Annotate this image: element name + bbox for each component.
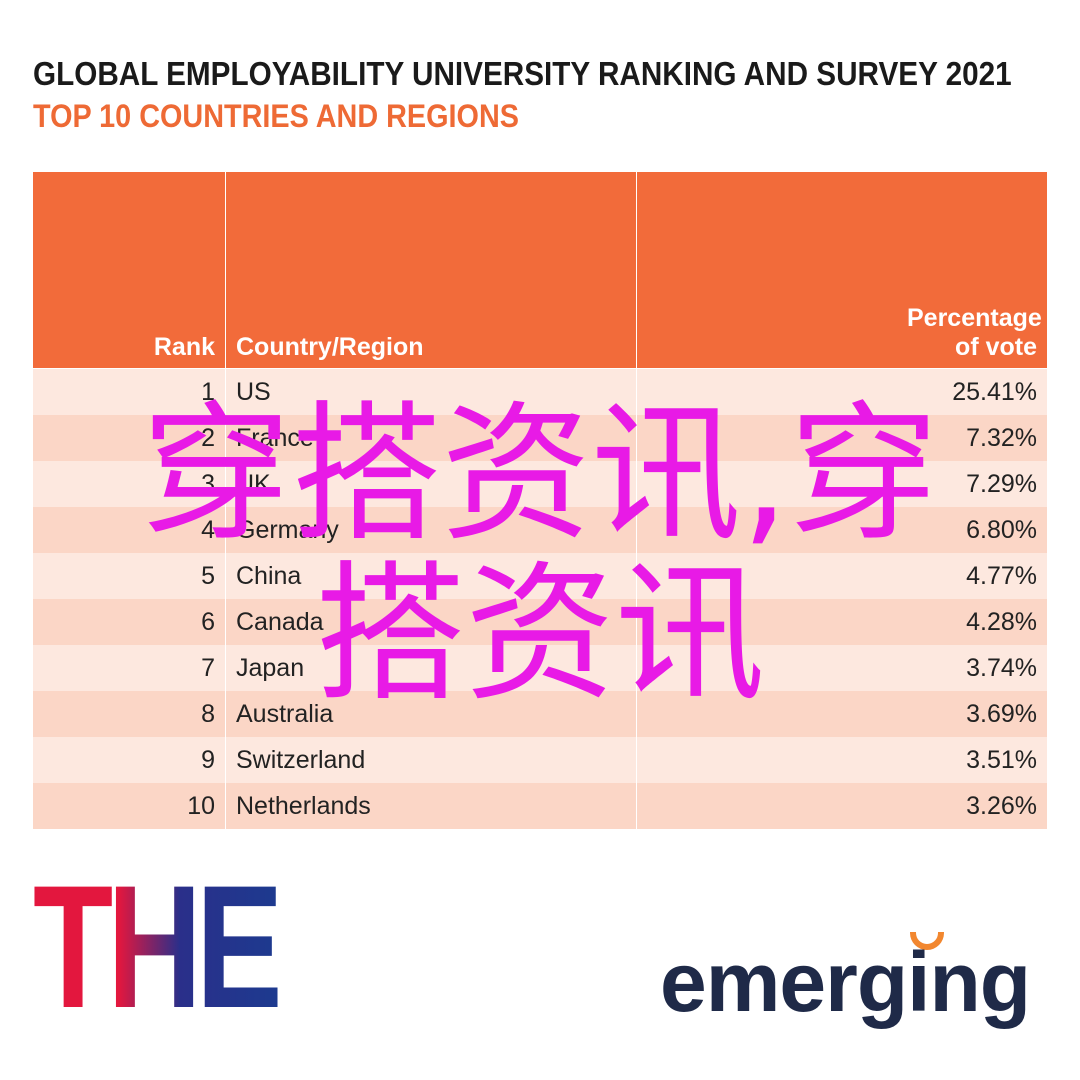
table-cell: 10 [33, 783, 226, 829]
table-row: 5 China 4.77% [33, 553, 1047, 599]
table-cell: 3 [33, 461, 226, 507]
table-cell: Netherlands [226, 783, 637, 829]
table-cell: China [226, 553, 637, 599]
table-row: 1 US 25.41% [33, 369, 1047, 415]
watermark-line: 穿搭资讯,穿 [141, 388, 939, 562]
header-cell: Country/Region [226, 172, 637, 368]
table-cell: 3.74% [966, 653, 1037, 682]
table-row: 2 France 7.32% [33, 415, 1047, 461]
table-row: 4 Germany 6.80% [33, 507, 1047, 553]
table-cell: 1 [33, 369, 226, 415]
table-cell: 4.77% [966, 561, 1037, 590]
table-cell: 6 [33, 599, 226, 645]
table-cell: 25.41% [952, 377, 1037, 406]
table-cell: 4 [33, 507, 226, 553]
logo-emerging: emerging [660, 935, 1031, 1029]
table-cell: Australia [226, 691, 637, 737]
title: GLOBAL EMPLOYABILITY UNIVERSITY RANKING … [33, 55, 1012, 92]
header-cell: Rank [33, 172, 226, 368]
table: Rank Country/Region Percentage of vote 1… [33, 172, 1047, 829]
table-row: 9 Switzerland 3.51% [33, 737, 1047, 783]
table-cell: 6.80% [966, 515, 1037, 544]
table-cell: Japan [226, 645, 637, 691]
table-cell: 8 [33, 691, 226, 737]
table-row: 7 Japan 3.74% [33, 645, 1047, 691]
table-cell: 3.51% [966, 745, 1037, 774]
table-header: Rank Country/Region Percentage of vote [33, 172, 1047, 369]
logo-arc [910, 932, 944, 950]
table-row: 6 Canada 4.28% [33, 599, 1047, 645]
logo-the: THE [33, 850, 284, 1045]
table-cell: Switzerland [226, 737, 637, 783]
table-cell: Canada [226, 599, 637, 645]
subtitle: TOP 10 COUNTRIES AND REGIONS [33, 98, 519, 134]
table-cell: 5 [33, 553, 226, 599]
table-row: 10 Netherlands 3.26% [33, 783, 1047, 829]
table-row: 8 Australia 3.69% [33, 691, 1047, 737]
table-row: 3 UK 7.29% [33, 461, 1047, 507]
table-cell: 7.32% [966, 423, 1037, 452]
table-cell: 3.26% [966, 791, 1037, 820]
watermark: 穿搭资讯,穿 搭资讯 [0, 395, 1080, 715]
table-cell: 3.69% [966, 699, 1037, 728]
header-cell: Percentage of vote [637, 172, 1047, 368]
watermark-line: 搭资讯 [314, 548, 765, 722]
table-cell: 2 [33, 415, 226, 461]
table-cell: 7.29% [966, 469, 1037, 498]
table-cell: UK [226, 461, 637, 507]
table-cell: US [226, 369, 637, 415]
table-cell: Germany [226, 507, 637, 553]
header-text: Percentage of vote [907, 304, 1042, 361]
table-cell: 9 [33, 737, 226, 783]
table-cell: 7 [33, 645, 226, 691]
table-cell: France [226, 415, 637, 461]
table-cell: 4.28% [966, 607, 1037, 636]
